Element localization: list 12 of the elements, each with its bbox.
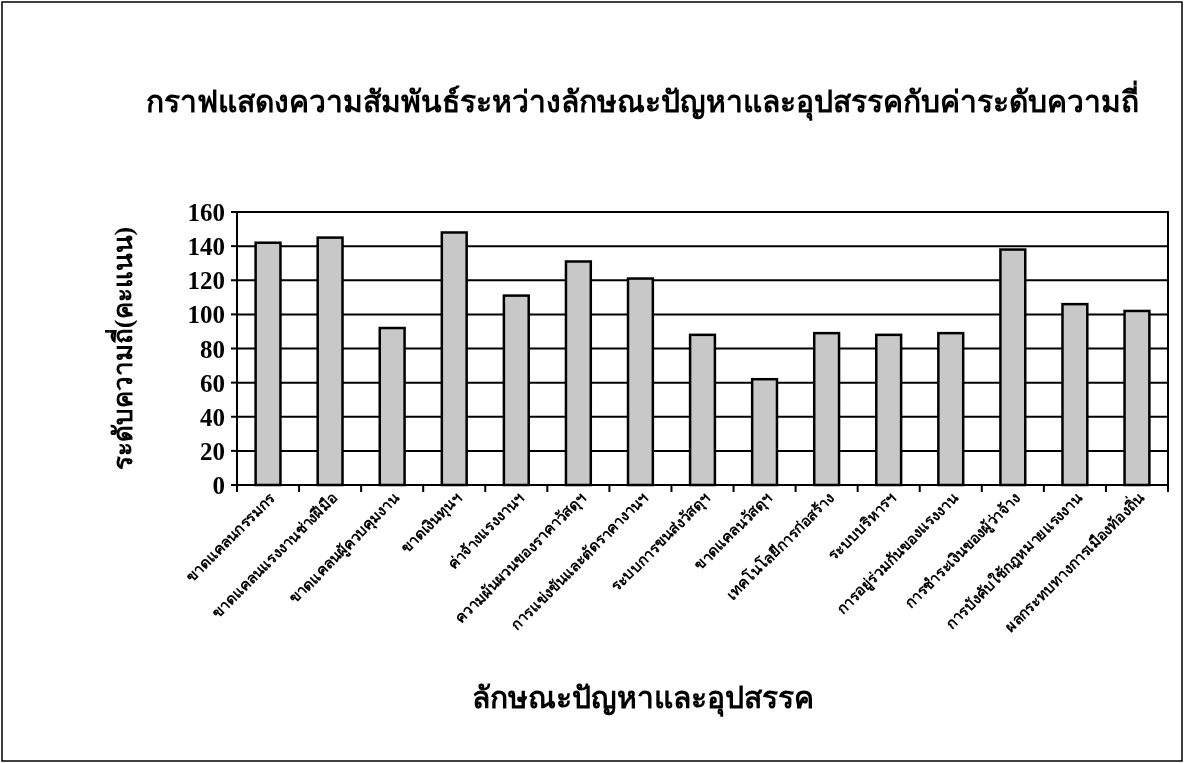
y-tick-label: 60: [200, 369, 225, 397]
y-tick-label: 160: [187, 199, 225, 226]
y-tick-label: 120: [187, 267, 225, 295]
y-tick-label: 0: [212, 472, 225, 499]
chart-title: กราฟแสดงความสัมพันธ์ระหว่างลักษณะปัญหาและอุปสรรคกับค่าระดับความถี่: [146, 80, 1139, 121]
x-axis-title: ลักษณะปัญหาและอุปสรรค: [471, 681, 814, 717]
y-tick-label: 100: [187, 301, 225, 329]
y-tick-label: 80: [200, 335, 225, 363]
y-tick-label: 20: [200, 437, 225, 465]
y-tick-label: 40: [200, 403, 225, 431]
y-tick-label: 140: [187, 233, 225, 261]
y-axis-title: ระดับความถี่(คะแนน): [104, 226, 138, 471]
